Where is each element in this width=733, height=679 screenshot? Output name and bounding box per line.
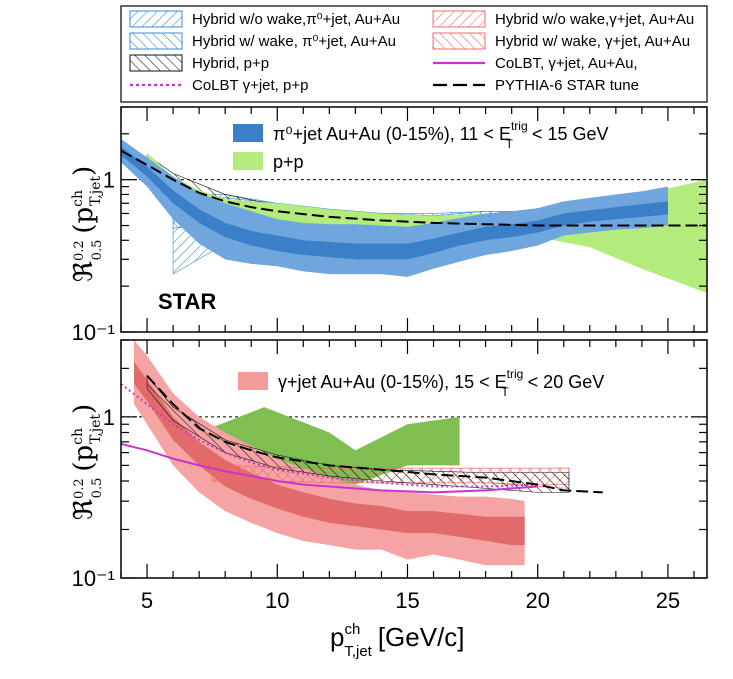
legend-entry-hybrid-w-wake-jet-au-au: Hybrid w/ wake, π⁰+jet, Au+Au [129, 32, 396, 50]
top-series-p-p-band [147, 152, 707, 294]
legend-swatch [432, 32, 486, 50]
bottom-series-jet-au-au-0-15-central-band [134, 361, 525, 546]
bottom-y-tick-label: 10⁻¹ [72, 566, 115, 591]
legend-swatch [129, 32, 183, 50]
inpanel-legend-swatch [233, 124, 263, 142]
x-tick-label: 15 [395, 588, 419, 613]
bottom-series-colbt-jet-p-p-line [121, 383, 538, 488]
legend-label: Hybrid w/ wake, π⁰+jet, Au+Au [192, 33, 396, 50]
top-series-jet-au-au-0-15-central-band [121, 146, 668, 260]
legend-entry-hybrid-p-p: Hybrid, p+p [129, 54, 269, 72]
top-y-axis-title: ℜ0.2 0.5(pch T,jet) [69, 166, 105, 282]
legend-entry-pythia-6-star-tune: PYTHIA-6 STAR tune [433, 77, 639, 94]
inpanel-legend-swatch [238, 372, 268, 390]
legend-swatch [129, 54, 183, 72]
legend-label: Hybrid w/o wake,π⁰+jet, Au+Au [192, 11, 400, 28]
bottom-series-hybrid-p-p-band [146, 374, 570, 493]
x-tick-label: 5 [141, 588, 153, 613]
top-frame [120, 106, 708, 333]
bottom-series-pythia-6-star-tune-line [146, 375, 603, 494]
top-y-tick-label: 10⁻¹ [72, 320, 115, 345]
x-axis-title: pch T,jet [GeV/c] [330, 621, 465, 660]
inpanel-legend-entry-p-p: p+p [233, 152, 304, 172]
legend-label: CoLBT, γ+jet, Au+Au, [495, 55, 638, 72]
x-tick-label: 25 [656, 588, 680, 613]
top-series-pythia-6-star-tune-line [121, 149, 707, 227]
legend-entry-hybrid-w-wake-jet-au-au: Hybrid w/ wake, γ+jet, Au+Au [432, 32, 690, 50]
legend-entry-hybrid-w-o-wake-jet-au-au: Hybrid w/o wake,γ+jet, Au+Au [432, 10, 694, 28]
x-tick-label: 20 [525, 588, 549, 613]
inpanel-legend-swatch [233, 152, 263, 170]
legend-label: Hybrid, p+p [192, 55, 269, 72]
bottom-series-jet-au-au-0-15-band [134, 340, 525, 566]
legend-swatch [432, 10, 486, 28]
bottom-frame [120, 339, 708, 579]
bottom-y-axis-title: ℜ0.2 0.5(pch T,jet) [69, 404, 105, 520]
bottom-series-colbt-jet-au-au-line [121, 442, 538, 494]
top-y-tick-label: 1 [103, 168, 115, 193]
legend-label: Hybrid w/o wake,γ+jet, Au+Au [495, 11, 694, 28]
star-label: STAR [158, 289, 216, 314]
legend-swatch [129, 10, 183, 28]
x-tick-label: 10 [265, 588, 289, 613]
legend-label: CoLBT γ+jet, p+p [192, 77, 308, 94]
legend-entry-hybrid-w-o-wake-jet-au-au: Hybrid w/o wake,π⁰+jet, Au+Au [129, 10, 400, 28]
legend-label: Hybrid w/ wake, γ+jet, Au+Au [495, 33, 690, 50]
legend: Hybrid w/o wake,π⁰+jet, Au+Au Hybrid w/o … [120, 5, 708, 103]
inpanel-legend-label: p+p [273, 152, 304, 172]
legend-entry-colbt-jet-p-p: CoLBT γ+jet, p+p [130, 77, 308, 94]
bottom-y-tick-label: 1 [103, 405, 115, 430]
top-panel: 10⁻¹1 STAR π⁰+jet Au+Au (0-15%), 11 < Et… [72, 106, 708, 345]
legend-frame [120, 5, 708, 103]
legend-entry-colbt-jet-au-au: CoLBT, γ+jet, Au+Au, [433, 55, 638, 72]
legend-label: PYTHIA-6 STAR tune [495, 77, 639, 94]
